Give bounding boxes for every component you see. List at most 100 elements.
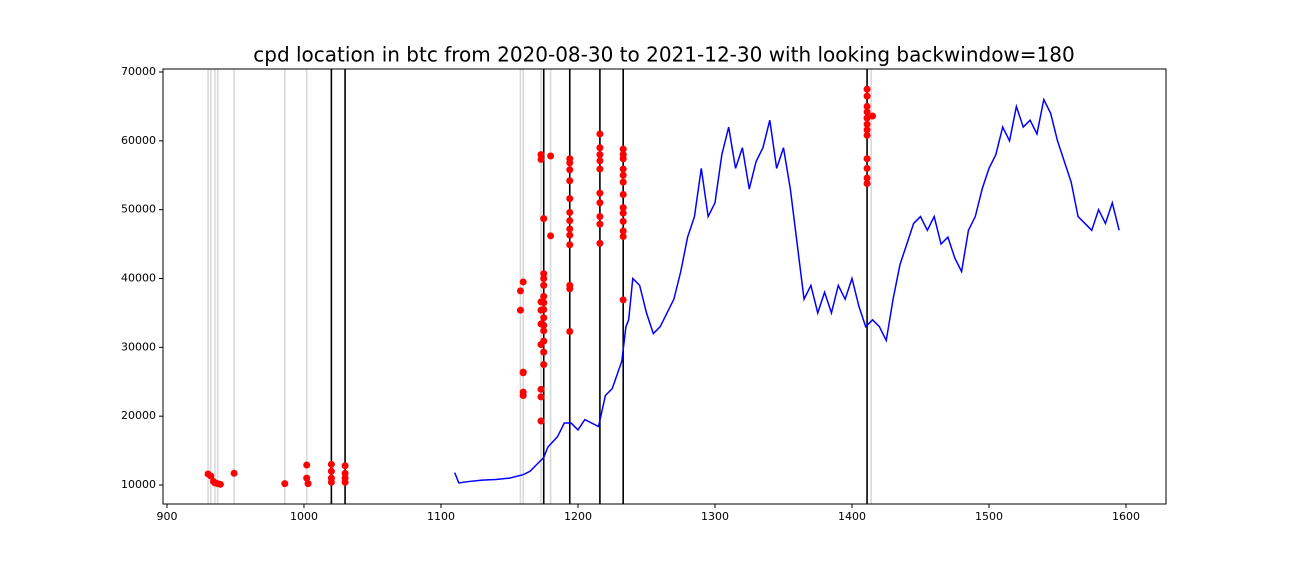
change-point-marker (216, 480, 224, 488)
change-point-marker (596, 220, 604, 228)
y-tick-label: 10000 (121, 478, 156, 491)
change-point-marker (619, 178, 627, 186)
change-point-marker (303, 474, 311, 482)
change-point-marker (327, 467, 335, 475)
change-point-marker (863, 92, 871, 100)
change-point-marker (619, 171, 627, 179)
axes-frame (162, 68, 1167, 505)
change-point-marker (566, 159, 574, 167)
change-point-marker (619, 165, 627, 173)
change-point-marker (566, 166, 574, 174)
change-point-marker (596, 157, 604, 165)
x-tick-label: 1500 (975, 510, 1003, 523)
change-point-marker (304, 480, 312, 488)
change-point-marker (863, 120, 871, 128)
change-point-marker (619, 296, 627, 304)
x-tick-label: 1400 (838, 510, 866, 523)
change-point-marker (863, 174, 871, 182)
change-point-marker (540, 299, 548, 307)
change-point-marker (537, 385, 545, 393)
change-point-marker (540, 361, 548, 369)
y-tick-label: 40000 (121, 272, 156, 285)
change-point-marker (341, 469, 349, 477)
change-point-marker (619, 227, 627, 235)
change-point-marker (537, 393, 545, 401)
change-point-marker (547, 232, 555, 240)
x-tick-label: 1300 (701, 510, 729, 523)
change-point-marker (303, 461, 311, 469)
change-point-marker (540, 270, 548, 278)
change-point-marker (619, 209, 627, 217)
change-point-marker (537, 151, 545, 159)
change-point-marker (519, 392, 527, 400)
price-line (453, 97, 1120, 484)
change-point-marker (596, 144, 604, 152)
change-point-marker (596, 199, 604, 207)
y-tick-label: 60000 (121, 134, 156, 147)
y-tick-label: 20000 (121, 409, 156, 422)
change-point-marker (566, 195, 574, 203)
change-point-marker (516, 287, 524, 295)
change-point-marker (540, 275, 548, 283)
change-point-marker (863, 85, 871, 93)
y-tick-label: 50000 (121, 203, 156, 216)
change-point-marker (566, 208, 574, 216)
change-point-marker (566, 225, 574, 233)
change-point-marker (566, 231, 574, 239)
x-tick-label: 1100 (427, 510, 455, 523)
change-point-marker (863, 114, 871, 122)
change-point-marker (566, 241, 574, 249)
change-point-marker (596, 213, 604, 221)
change-point-marker (519, 369, 527, 377)
change-point-marker (516, 306, 524, 314)
change-point-marker (327, 460, 335, 468)
chart-title: cpd location in btc from 2020-08-30 to 2… (253, 43, 1074, 67)
change-point-marker (863, 155, 871, 163)
change-point-marker (566, 285, 574, 293)
y-tick-label: 70000 (121, 65, 156, 78)
change-point-marker (540, 305, 548, 313)
change-point-marker (207, 472, 215, 480)
change-point-marker (519, 278, 527, 286)
change-point-marker (596, 151, 604, 159)
change-point-marker (863, 126, 871, 134)
change-point-marker (537, 417, 545, 425)
change-point-marker (619, 145, 627, 153)
change-point-marker (540, 321, 548, 329)
change-point-marker (540, 348, 548, 356)
change-point-marker (596, 239, 604, 247)
change-point-marker (540, 327, 548, 335)
change-point-marker (566, 328, 574, 336)
x-tick-label: 900 (156, 510, 177, 523)
change-point-marker (341, 478, 349, 486)
change-point-marker (281, 480, 289, 488)
x-tick-label: 1600 (1112, 510, 1140, 523)
change-point-marker (540, 337, 548, 345)
change-point-marker (540, 292, 548, 300)
change-point-marker (619, 217, 627, 225)
change-point-marker (619, 155, 627, 163)
change-point-marker (863, 180, 871, 188)
change-point-marker (537, 155, 545, 163)
change-point-marker (540, 281, 548, 289)
plot-area (204, 69, 1120, 504)
change-point-marker (540, 314, 548, 322)
change-point-marker (596, 165, 604, 173)
change-point-marker (566, 177, 574, 185)
change-point-marker (327, 478, 335, 486)
change-point-marker (619, 204, 627, 212)
change-point-marker (341, 462, 349, 470)
change-point-marker (619, 191, 627, 199)
change-point-marker (863, 108, 871, 116)
change-point-marker (540, 215, 548, 223)
change-point-marker (547, 152, 555, 160)
change-point-marker (863, 131, 871, 139)
change-point-marker (230, 469, 238, 477)
y-tick-label: 30000 (121, 340, 156, 353)
change-point-marker (863, 102, 871, 110)
x-tick-label: 1000 (290, 510, 318, 523)
change-point-marker (869, 112, 877, 120)
change-point-marker (596, 130, 604, 138)
change-point-marker (619, 233, 627, 241)
